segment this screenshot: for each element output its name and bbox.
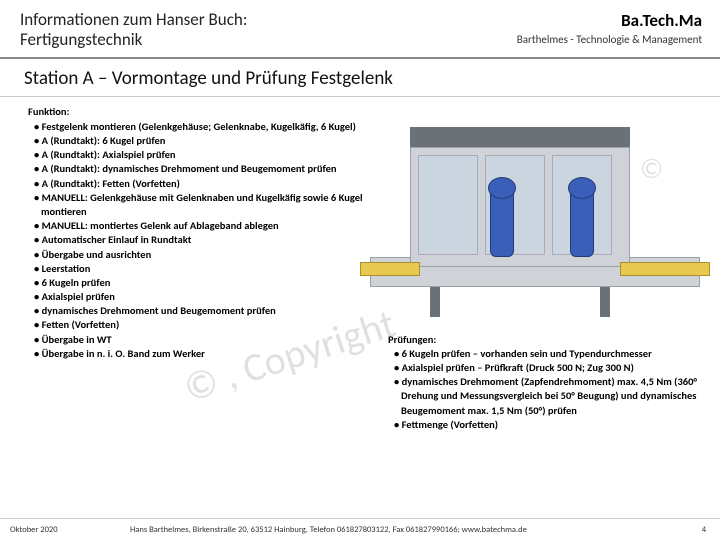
function-item: • 6 Kugeln prüfen (28, 276, 378, 290)
function-item: • Übergabe in n. i. O. Band zum Werker (28, 347, 378, 361)
content-area: © , Copyright © Funktion: • Festgelenk m… (0, 101, 720, 511)
section-title: Station A – Vormontage und Prüfung Festg… (0, 59, 720, 97)
tests-label: Prüfungen: (388, 333, 698, 347)
header-title: Informationen zum Hanser Buch: Fertigung… (20, 10, 247, 51)
left-column: Funktion: • Festgelenk montieren (Gelenk… (28, 105, 378, 361)
function-item: • A (Rundtakt): dynamisches Drehmoment u… (28, 162, 378, 176)
header-brand-block: Ba.Tech.Ma Barthelmes - Technologie & Ma… (517, 10, 702, 51)
function-item: • Automatischer Einlauf in Rundtakt (28, 233, 378, 247)
function-item: • dynamisches Drehmoment und Beugemoment… (28, 304, 378, 318)
function-item: • A (Rundtakt): Fetten (Vorfetten) (28, 177, 378, 191)
function-label: Funktion: (28, 105, 378, 119)
footer-contact: Hans Barthelmes, Birkenstraße 20, 63512 … (90, 525, 686, 535)
test-item: • Fettmenge (Vorfetten) (388, 418, 698, 432)
function-item: • Übergabe und ausrichten (28, 248, 378, 262)
machine-illustration (370, 107, 700, 327)
footer-page-number: 4 (686, 525, 706, 535)
test-item: • dynamisches Drehmoment (Zapfendrehmome… (388, 375, 698, 418)
test-item: • Axialspiel prüfen – Prüfkraft (Druck 5… (388, 361, 698, 375)
footer: Oktober 2020 Hans Barthelmes, Birkenstra… (0, 518, 720, 540)
function-item: • Fetten (Vorfetten) (28, 318, 378, 332)
function-item: • MANUELL: montiertes Gelenk auf Ablageb… (28, 219, 378, 233)
footer-date: Oktober 2020 (10, 525, 90, 535)
title-line-2: Fertigungstechnik (20, 30, 247, 50)
function-item: • Axialspiel prüfen (28, 290, 378, 304)
right-column: Prüfungen: • 6 Kugeln prüfen – vorhanden… (388, 333, 698, 432)
function-item: • A (Rundtakt): Axialspiel prüfen (28, 148, 378, 162)
function-list: • Festgelenk montieren (Gelenkgehäuse; G… (28, 120, 378, 361)
header: Informationen zum Hanser Buch: Fertigung… (0, 0, 720, 59)
tagline: Barthelmes - Technologie & Management (517, 33, 702, 46)
brand: Ba.Tech.Ma (517, 10, 702, 31)
function-item: • MANUELL: Gelenkgehäuse mit Gelenknaben… (28, 191, 378, 219)
function-item: • Leerstation (28, 262, 378, 276)
function-item: • A (Rundtakt): 6 Kugel prüfen (28, 134, 378, 148)
function-item: • Übergabe in WT (28, 333, 378, 347)
function-item: • Festgelenk montieren (Gelenkgehäuse; G… (28, 120, 378, 134)
test-item: • 6 Kugeln prüfen – vorhanden sein und T… (388, 347, 698, 361)
title-line-1: Informationen zum Hanser Buch: (20, 10, 247, 30)
tests-list: • 6 Kugeln prüfen – vorhanden sein und T… (388, 347, 698, 432)
